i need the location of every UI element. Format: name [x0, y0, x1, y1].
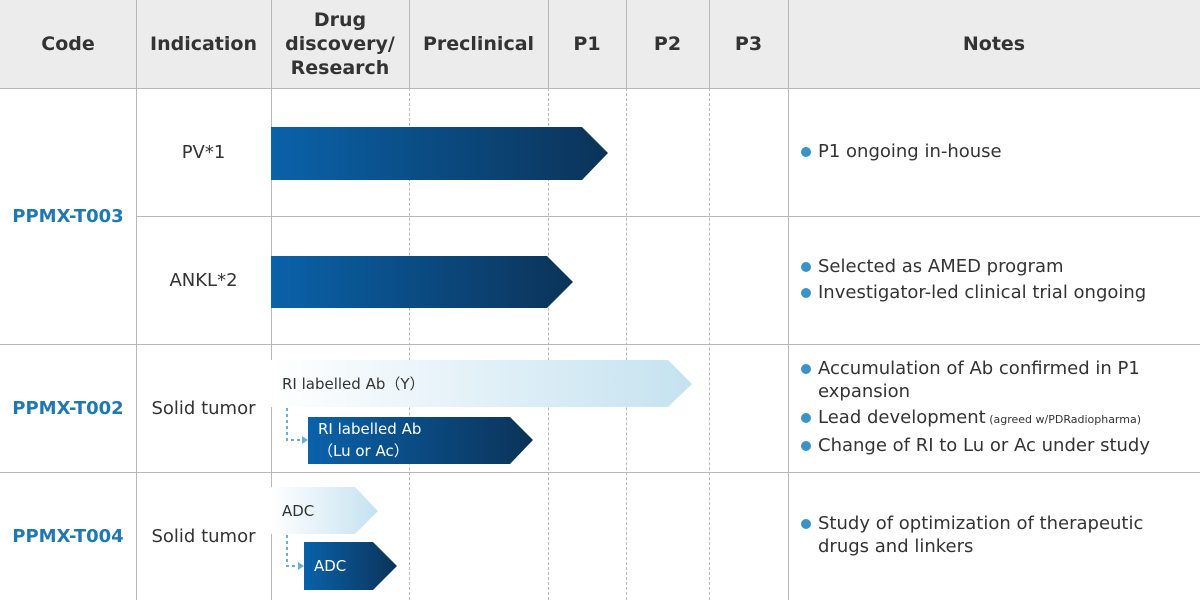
bar-t003-pv: [271, 127, 608, 180]
header-code: Code: [41, 33, 95, 55]
bar-t002-ri-lu-ac-label-line2: （Lu or Ac）: [318, 442, 409, 460]
notes-t003-ankl: Selected as AMED program Investigator-le…: [800, 255, 1195, 307]
grid-line-horizontal: [0, 88, 1200, 89]
note-item: Investigator-led clinical trial ongoing: [800, 281, 1195, 304]
header-preclinical: Preclinical: [422, 33, 535, 55]
header-drug-discovery-line3: Research: [290, 57, 390, 79]
header-notes: Notes: [962, 33, 1026, 55]
grid-line-vertical: [626, 0, 627, 88]
code-ppmx-t004: PPMX-T004: [12, 525, 124, 547]
bar-t002-ri-lu-ac: [308, 417, 533, 464]
grid-line-vertical: [788, 0, 789, 600]
grid-line-horizontal: [0, 344, 1200, 345]
indication-ankl: ANKL*2: [169, 269, 238, 291]
notes-t003-pv: P1 ongoing in-house: [800, 140, 1195, 166]
bar-t004-adc-main: [271, 487, 378, 534]
code-ppmx-t003: PPMX-T003: [12, 205, 124, 227]
header-drug-discovery-line1: Drug: [313, 9, 367, 31]
notes-t002: Accumulation of Ab confirmed in P1 expan…: [800, 357, 1195, 460]
bar-t002-ri-y: [271, 360, 692, 407]
header-drug-discovery-line2: discovery/: [285, 33, 395, 55]
grid-line-vertical: [709, 0, 710, 88]
note-item: Change of RI to Lu or Ac under study: [800, 434, 1195, 457]
connector-t002: [286, 408, 302, 441]
header-p1: P1: [573, 33, 601, 55]
indication-t002-solid-tumor: Solid tumor: [151, 397, 256, 419]
indication-t004-solid-tumor: Solid tumor: [151, 525, 256, 547]
bar-t002-ri-lu-ac-label: RI labelled Ab （Lu or Ac）: [318, 418, 421, 462]
grid-line-vertical: [136, 0, 137, 600]
bar-t004-adc-sub: [304, 542, 397, 590]
bar-t004-adc-main-label: ADC: [282, 502, 315, 520]
notes-t004: Study of optimization of therapeutic dru…: [800, 512, 1195, 561]
bar-t002-ri-lu-ac-label-line1: RI labelled Ab: [318, 420, 422, 438]
note-item: Study of optimization of therapeutic dru…: [800, 512, 1195, 558]
connector-t002-arrowhead: [302, 436, 308, 444]
indication-pv: PV*1: [181, 141, 226, 163]
grid-line-horizontal: [0, 472, 1200, 473]
bar-t003-ankl: [271, 256, 573, 308]
grid-line-vertical: [548, 0, 549, 88]
grid-line-vertical: [409, 0, 410, 88]
table-header: [0, 0, 1200, 88]
header-indication: Indication: [150, 33, 257, 55]
connector-t004: [286, 535, 298, 567]
note-item: P1 ongoing in-house: [800, 140, 1195, 163]
note-item: Lead development (agreed w/PDRadiopharma…: [800, 406, 1195, 431]
grid-line-horizontal: [136, 216, 1200, 217]
note-item-main: Lead development: [818, 407, 986, 428]
note-item: Selected as AMED program: [800, 255, 1195, 278]
header-drug-discovery: Drug discovery/ Research: [271, 0, 409, 88]
bar-t004-adc-sub-label: ADC: [314, 557, 347, 575]
header-p3: P3: [734, 33, 763, 55]
header-p2: P2: [653, 33, 682, 55]
note-item: Accumulation of Ab confirmed in P1 expan…: [800, 357, 1195, 403]
connector-t004-arrowhead: [298, 562, 304, 570]
code-ppmx-t002: PPMX-T002: [12, 397, 124, 419]
note-item-small: (agreed w/PDRadiopharma): [985, 413, 1142, 426]
bar-t002-ri-y-label: RI labelled Ab（Y）: [282, 375, 425, 393]
